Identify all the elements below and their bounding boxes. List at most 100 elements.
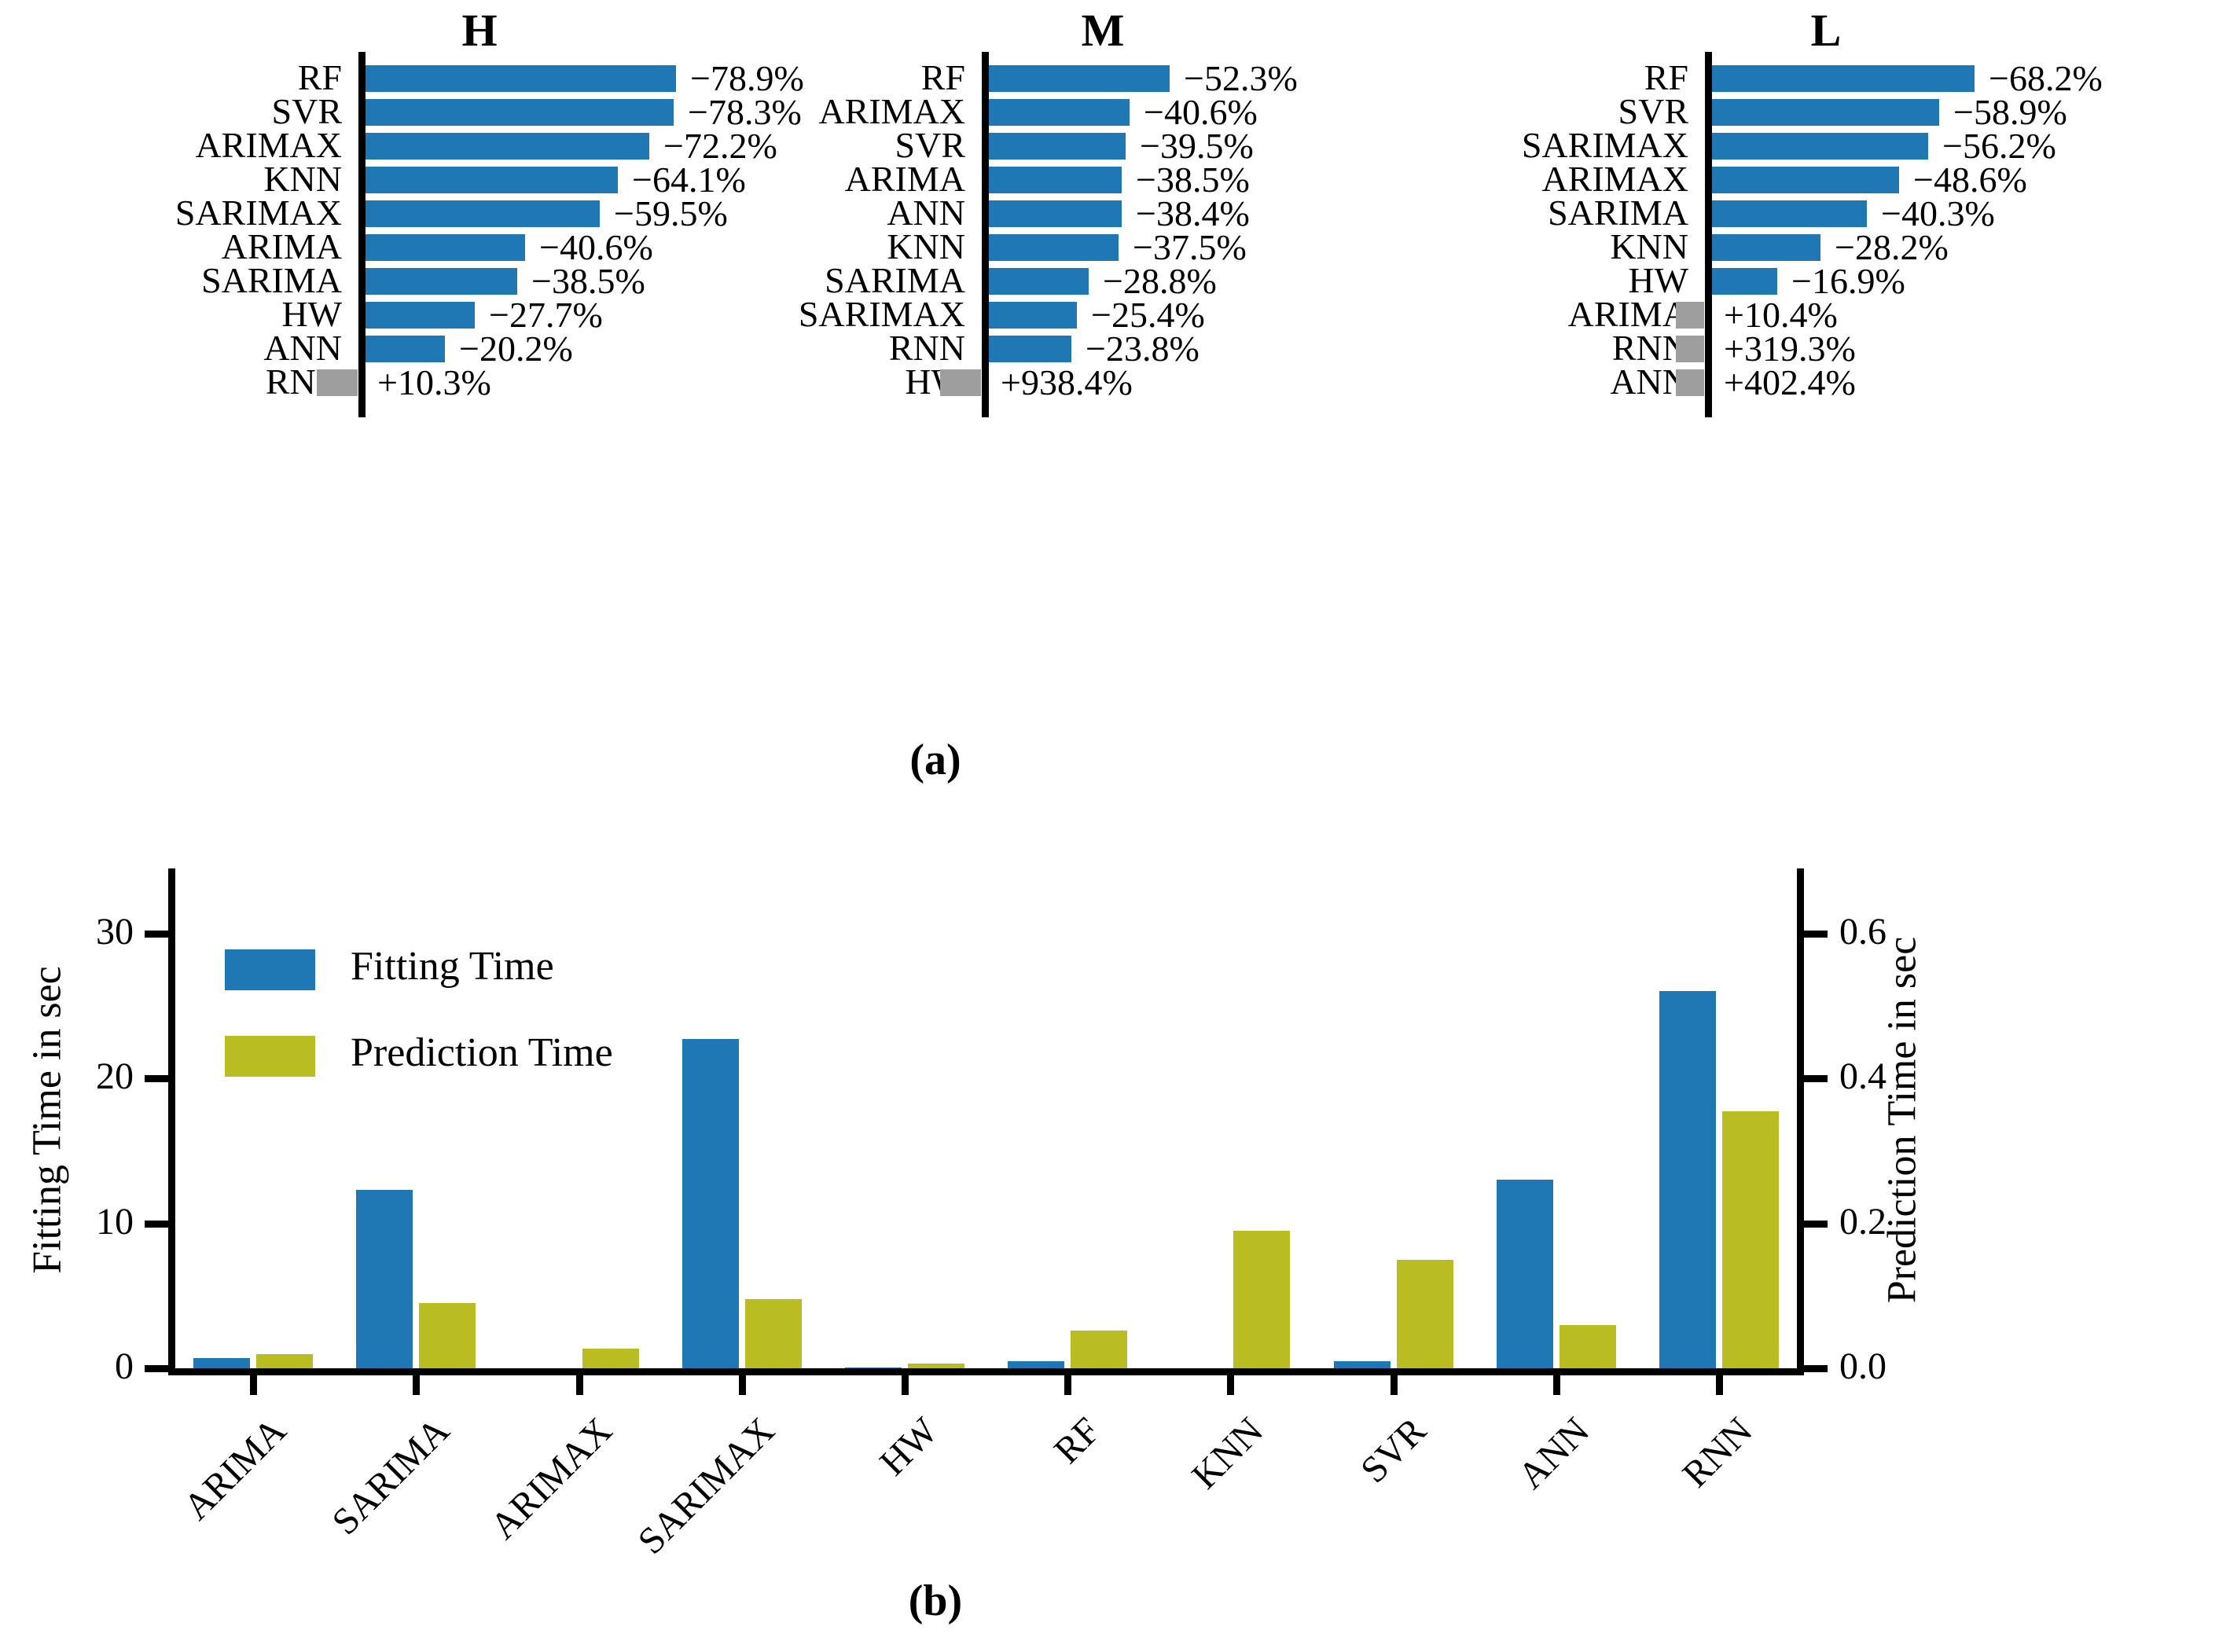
bar-HW [940, 369, 981, 396]
subplot-M-axis-line [982, 52, 989, 417]
row-label-RF: RF [920, 57, 965, 97]
b-bar-prediction-SVR [1397, 1260, 1453, 1368]
bar-RF [1712, 65, 1975, 92]
bar-RNN [1676, 336, 1704, 362]
b-bar-prediction-HW [908, 1364, 964, 1368]
bar-ANN [1676, 369, 1704, 396]
value-label-SARIMAX: −56.2% [1942, 126, 2056, 166]
b-bar-fitting-HW [845, 1367, 902, 1368]
value-label-KNN: −28.2% [1835, 227, 1949, 267]
value-label-SARIMA: −38.5% [531, 261, 645, 301]
subplot-H-bars: RF −78.9% SVR −78.3% ARIMAX −72.2% KNN −64.1% SA… [0, 0, 2230, 802]
row-label-RF: RF [1644, 57, 1688, 97]
value-label-SARIMAX: −59.5% [614, 193, 728, 233]
b-right-axis-title: Prediction Time in sec [1879, 936, 1925, 1304]
b-left-tick [145, 1220, 168, 1228]
value-label-RNN: +10.3% [377, 362, 491, 402]
legend-label-fitting: Fitting Time [351, 944, 554, 989]
b-cat-tick-ANN [1552, 1368, 1560, 1395]
b-bar-prediction-SARIMA [419, 1303, 476, 1368]
b-left-tick-label: 20 [96, 1055, 134, 1097]
b-left-tick [145, 930, 168, 938]
value-label-ARIMAX: −40.6% [1144, 92, 1258, 132]
bar-HW [366, 302, 475, 329]
bar-KNN [1712, 234, 1820, 261]
bar-ARIMA [366, 234, 525, 261]
value-label-RNN: −23.8% [1086, 329, 1199, 369]
bar-SARIMA [1712, 200, 1867, 227]
b-cat-label-RNN: RNN [1673, 1409, 1761, 1496]
value-label-KNN: −37.5% [1133, 227, 1247, 267]
b-bar-prediction-ANN [1560, 1325, 1616, 1368]
b-right-tick-label: 0.4 [1839, 1055, 1886, 1097]
b-left-tick-label: 10 [96, 1200, 134, 1243]
row-label-ANN: ANN [887, 193, 965, 233]
b-cat-label-SARIMAX: SARIMAX [630, 1409, 783, 1562]
row-label-SVR: SVR [895, 125, 965, 165]
legend-swatch-fitting [225, 949, 315, 990]
b-right-tick [1804, 1075, 1828, 1082]
b-bar-prediction-KNN [1233, 1231, 1290, 1368]
value-label-SARIMA: −28.8% [1103, 261, 1217, 301]
caption-a: (a) [909, 736, 961, 784]
bar-HW [1712, 268, 1777, 295]
value-label-SARIMAX: −25.4% [1091, 295, 1205, 335]
bar-ARIMA [1676, 302, 1704, 329]
row-label-SVR: SVR [271, 91, 342, 131]
row-label-KNN: KNN [263, 159, 342, 199]
subplot-L-title: L [1810, 5, 1842, 56]
row-label-SARIMAX: SARIMAX [175, 193, 342, 233]
subplot-M-title: M [1081, 5, 1125, 56]
value-label-RF: −78.9% [690, 58, 804, 98]
b-cat-label-ARIMAX: ARIMAX [482, 1409, 620, 1547]
row-label-KNN: KNN [1610, 226, 1688, 266]
bar-KNN [366, 167, 618, 193]
b-left-tick-label: 0 [115, 1345, 134, 1387]
value-label-ANN: −20.2% [459, 329, 573, 369]
b-left-tick-label: 30 [96, 910, 134, 953]
subplot-L-bars: RF −68.2% SVR −58.9% SARIMAX −56.2% ARIMAX −48.… [0, 0, 2230, 802]
row-label-HW: HW [281, 294, 342, 334]
bar-SARIMA [366, 268, 517, 295]
bar-ARIMAX [1712, 167, 1899, 193]
legend-swatch-prediction [225, 1036, 315, 1077]
b-right-spine [1797, 868, 1804, 1375]
b-right-tick [1804, 930, 1828, 938]
row-label-SARIMAX: SARIMAX [798, 294, 965, 334]
b-right-tick-label: 0.6 [1839, 910, 1886, 953]
panel-a: H M L RF −78.9% SVR −78.3% ARIMAX −72.2% KNN −6… [0, 0, 2230, 802]
row-label-ANN: ANN [1610, 362, 1688, 402]
b-left-tick [145, 1075, 168, 1082]
b-cat-tick-ARIMAX [575, 1368, 583, 1395]
bar-ARIMA [989, 167, 1122, 193]
row-label-ARIMA: ARIMA [844, 159, 965, 199]
bar-SVR [1712, 99, 1939, 126]
b-bar-fitting-RNN [1659, 991, 1716, 1368]
bar-RNN [317, 369, 358, 396]
b-cat-tick-KNN [1227, 1368, 1235, 1395]
b-plot-area: 0 10 20 30 0.0 0.2 0.4 0.6 ARIMA SARIMA ARIMAX SARI… [0, 802, 2230, 1652]
row-label-SARIMA: SARIMA [201, 260, 342, 300]
b-cat-tick-ARIMA [250, 1368, 258, 1395]
b-legend: Fitting Time Prediction Time [225, 935, 775, 1116]
b-bar-prediction-RNN [1722, 1111, 1779, 1368]
bar-RF [989, 65, 1170, 92]
b-cat-label-HW: HW [872, 1409, 946, 1484]
b-bar-fitting-SVR [1334, 1361, 1391, 1368]
bar-ARIMAX [366, 133, 649, 160]
bar-RNN [989, 336, 1071, 362]
value-label-ANN: +402.4% [1724, 362, 1856, 402]
b-cat-label-SVR: SVR [1353, 1409, 1435, 1492]
row-label-SARIMAX: SARIMAX [1521, 125, 1688, 165]
value-label-RF: −52.3% [1184, 58, 1298, 98]
value-label-HW: −27.7% [489, 295, 603, 335]
b-bar-prediction-SARIMAX [745, 1299, 802, 1368]
b-right-tick-label: 0.0 [1839, 1345, 1886, 1387]
subplot-H-title: H [461, 5, 498, 56]
b-bar-prediction-ARIMA [256, 1354, 313, 1368]
b-bar-prediction-RF [1071, 1331, 1127, 1368]
row-label-RNN: RNN [1611, 328, 1688, 368]
b-cat-tick-SVR [1390, 1368, 1398, 1395]
b-bar-fitting-ANN [1497, 1180, 1553, 1368]
bar-SARIMAX [1712, 133, 1928, 160]
